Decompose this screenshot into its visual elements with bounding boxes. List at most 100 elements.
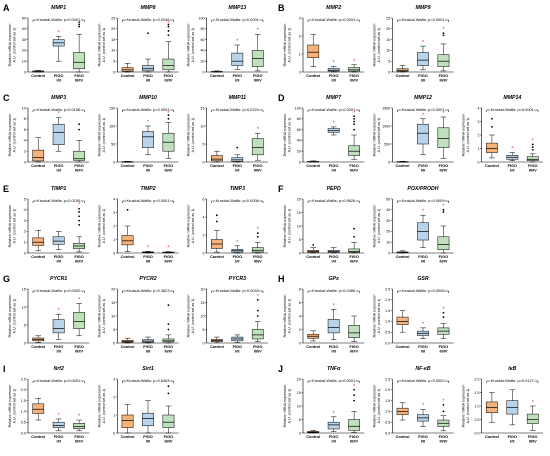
x-tick-label: Control xyxy=(121,73,135,78)
y-axis-units: A.U. (control set as 1) xyxy=(377,209,381,244)
box-figo-iii-iv xyxy=(348,419,360,431)
y-tick-label: 10 xyxy=(22,305,26,309)
test-label-bg xyxy=(311,378,356,382)
box-control xyxy=(32,149,45,162)
y-axis-units: A.U. (control set as 1) xyxy=(288,209,292,244)
x-tick-label: FIGO I/II xyxy=(54,434,64,444)
significance-star: * xyxy=(442,307,445,313)
y-axis-units: A.U. (control set as 1) xyxy=(191,209,195,244)
kruskal-wallis-label: Kruskal-Wallis: p=0.0246 xyxy=(127,17,170,22)
plot-title: TIMP3 xyxy=(230,186,245,192)
box-figo-i-ii xyxy=(52,123,65,145)
y-axis-units: A.U. (control set as 1) xyxy=(191,299,195,334)
x-tick-label: FIGO III/IV xyxy=(164,73,174,83)
kruskal-wallis-label: Kruskal-Wallis: p=0.0150 xyxy=(37,198,81,203)
significance-star: * xyxy=(57,30,60,36)
significance-star: * xyxy=(353,59,356,65)
box-control xyxy=(121,235,134,246)
y-tick-label: 0.5 xyxy=(385,331,390,335)
boxplot-mmp11: MMP11 Relative mRNA expression A.U. (contr… xyxy=(187,95,268,173)
y-tick-label: 0 xyxy=(299,431,301,435)
y-tick-label: 0 xyxy=(24,341,26,345)
y-tick-label: 6 xyxy=(202,197,204,201)
significance-star: * xyxy=(78,21,81,27)
box-figo-iii-iv xyxy=(526,413,539,424)
panel-letter: E xyxy=(3,184,9,194)
box-control xyxy=(307,44,320,58)
y-axis-label: Relative mRNA expression xyxy=(372,24,376,67)
y-axis-label: Relative mRNA expression xyxy=(283,114,287,157)
y-tick-label: 2.5 xyxy=(21,377,26,381)
x-tick-label: FIGO I/II xyxy=(329,73,339,83)
y-tick-label: 1 xyxy=(477,147,479,151)
x-tick-label: Control xyxy=(396,73,410,78)
plot-title: MMP11 xyxy=(229,95,247,101)
test-label-bg xyxy=(215,107,260,111)
y-axis-units: A.U. (control set as 1) xyxy=(102,118,106,153)
x-tick-label: Control xyxy=(396,434,410,439)
x-tick-label: FIGO I/II xyxy=(54,254,64,264)
significance-star: * xyxy=(332,411,335,417)
y-tick-label: 1.5 xyxy=(21,399,26,403)
box-figo-i-ii xyxy=(52,421,65,428)
y-tick-label: 0 xyxy=(388,70,390,74)
y-tick-label: 80 xyxy=(200,27,204,31)
significance-star: * xyxy=(167,21,170,27)
outlier-point xyxy=(167,117,170,120)
box-figo-iii-iv xyxy=(348,325,360,338)
y-tick-label: 40 xyxy=(22,27,26,31)
y-tick-label: 4 xyxy=(24,208,26,212)
x-tick-label: FIGO I/II xyxy=(143,434,153,444)
outlier-point xyxy=(167,304,170,307)
plot-title: PEPD xyxy=(327,186,341,192)
boxplot-mmp10: MMP10 Relative mRNA expression A.U. (contr… xyxy=(97,95,179,173)
y-tick-label: 5 xyxy=(24,197,26,201)
y-tick-label: 80 xyxy=(297,117,301,121)
box-control xyxy=(32,403,45,414)
box-figo-i-ii xyxy=(327,319,340,334)
kruskal-wallis-label: Kruskal-Wallis: p=0.0127 xyxy=(491,378,534,383)
y-tick-label: 3 xyxy=(24,219,26,223)
y-tick-label: 20 xyxy=(200,60,204,64)
y-tick-label: 4 xyxy=(24,139,26,143)
significance-star: * xyxy=(167,246,170,252)
x-tick-label: Control xyxy=(210,73,224,78)
significance-star: * xyxy=(442,399,445,405)
box-figo-iii-iv xyxy=(526,156,539,161)
y-tick-label: 2.0 xyxy=(385,388,390,392)
panel-letter: G xyxy=(3,274,10,284)
test-label-bg xyxy=(311,288,356,292)
y-axis-label: Relative mRNA expression xyxy=(462,114,466,157)
significance-star: * xyxy=(332,303,335,309)
y-tick-label: 60 xyxy=(200,38,204,42)
x-tick-label: FIGO III/IV xyxy=(74,434,84,444)
y-tick-label: 0 xyxy=(202,70,204,74)
y-tick-label: 0.5 xyxy=(474,418,479,422)
boxplot-timp1: TIMP1 Relative mRNA expression A.U. (contr… xyxy=(8,186,90,264)
boxplot-mmp2: MMP2 Relative mRNA expression A.U. (contro… xyxy=(283,5,365,83)
y-axis-units: A.U. (control set as 1) xyxy=(102,299,106,334)
kruskal-wallis-label: Kruskal-Wallis: p=0.0224 xyxy=(216,107,260,112)
y-tick-label: 500 xyxy=(384,142,390,146)
significance-star: * xyxy=(422,209,425,215)
plot-title: GPx xyxy=(328,276,339,282)
y-axis-label: Relative mRNA expression xyxy=(283,24,287,67)
y-tick-label: 1 xyxy=(113,413,115,417)
y-tick-label: 50 xyxy=(111,142,115,146)
boxplot-gpx: GPx Relative mRNA expression A.U. (control… xyxy=(283,276,365,354)
x-tick-label: Control xyxy=(121,344,135,349)
y-tick-label: 10 xyxy=(200,314,204,318)
boxplot-mmp9: MMP9 Relative mRNA expression A.U. (contro… xyxy=(372,5,454,83)
x-tick-label: FIGO I/II xyxy=(233,73,243,83)
y-tick-label: 3 xyxy=(477,120,479,124)
outlier-point xyxy=(167,385,170,388)
y-tick-label: 0 xyxy=(477,160,479,164)
y-tick-label: 100 xyxy=(295,106,301,110)
x-tick-label: Control xyxy=(396,163,410,168)
significance-star: * xyxy=(257,28,260,34)
outlier-point xyxy=(78,211,81,213)
x-tick-label: FIGO III/IV xyxy=(349,344,359,354)
significance-star: * xyxy=(236,39,239,45)
y-tick-label: 2 xyxy=(299,34,301,38)
